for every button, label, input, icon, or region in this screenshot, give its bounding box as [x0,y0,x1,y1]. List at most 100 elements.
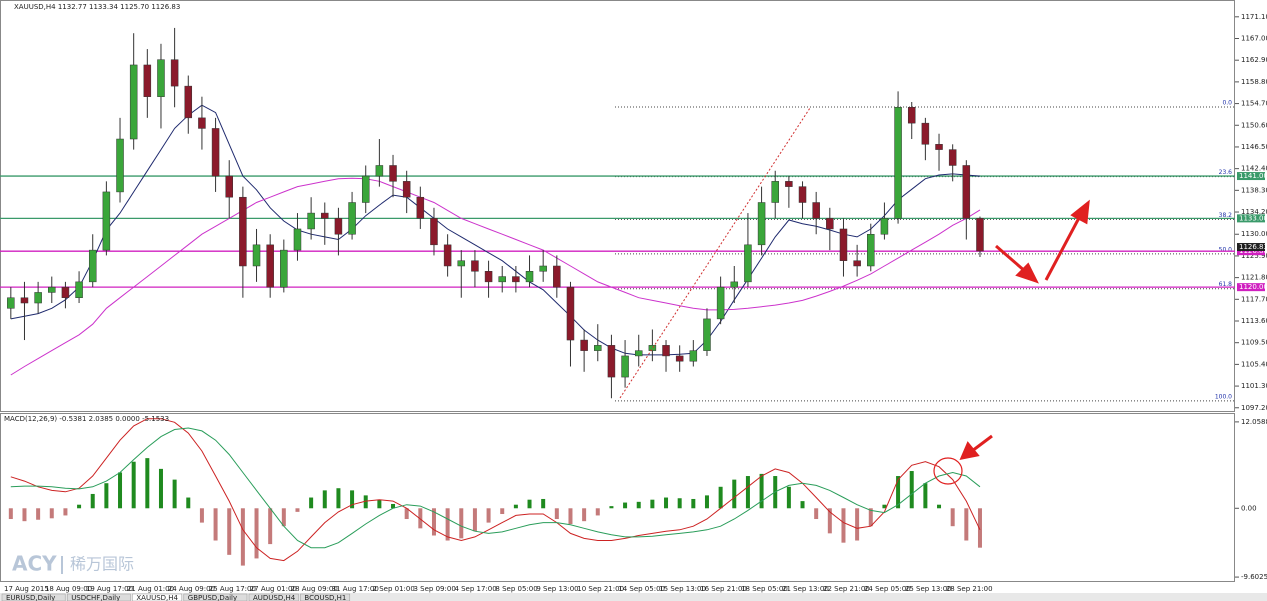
candle-body [580,339,588,351]
candle-body [307,212,315,230]
x-tick-label: 18 Sep 05:00 [741,585,788,593]
x-tick-label: 8 Sep 05:00 [495,585,537,593]
histogram-bar [882,504,887,509]
y-tick-label: 1162.90 [1241,56,1267,64]
x-tick-label: 24 Aug 09:00 [168,585,215,593]
candle-body [525,271,534,283]
level-box [1237,172,1265,181]
arrow-up [1044,215,1082,281]
x-tick-label: 18 Aug 09:00 [45,585,92,593]
candle-body [61,286,70,298]
histogram-bar [418,508,423,529]
candle-body [75,281,83,298]
candle-body [962,165,971,219]
tab-label[interactable]: AUDUSD,H4 [253,594,296,601]
level-label: 1141.00 [1239,172,1267,180]
candle-body [607,345,616,378]
tab[interactable] [183,593,248,601]
candle-body [594,345,602,351]
x-tick-label: 28 Sep 21:00 [946,585,993,593]
candle-body [34,292,42,304]
y-tick-label: 1097.20 [1241,404,1267,412]
candle-body [293,228,302,251]
candle-body [416,196,425,219]
x-tick-label: 24 Sep 05:00 [864,585,911,593]
candle-body [785,181,793,187]
y-tick-label: 1117.70 [1241,295,1267,303]
histogram-bar [691,498,696,509]
histogram-bar [336,488,341,509]
tab[interactable] [66,593,131,601]
y-tick-label: 1121.80 [1241,274,1267,282]
histogram-bar [745,476,750,509]
histogram-bar [90,493,95,509]
histogram-bar [431,508,436,536]
histogram-bar [391,503,396,509]
histogram-bar [732,479,737,509]
candle-body [826,218,834,230]
candle-body [867,233,875,267]
macd-title: MACD(12,26,9) -0.5381 2.0385 0.0000 -5.1… [4,415,169,423]
y-tick-label: 1113.60 [1241,317,1267,325]
y-tick-label: 12.0588 [1241,418,1267,426]
tab-label[interactable]: BCOUSD,H1 [304,594,346,601]
fib-label: 23.6 [1219,169,1233,176]
y-tick-label: 1130.00 [1241,230,1267,238]
x-tick-label: 9 Sep 13:00 [536,585,578,593]
plot-layer: 1171.10 1167.00 1162.90 1158.80 1154.70 1150.… [0,13,1267,593]
candle-body [894,107,902,219]
level-box [1237,214,1265,223]
tab-label[interactable]: EURUSD,Daily [6,594,55,601]
histogram-bar [486,508,491,523]
histogram-bar [309,497,314,509]
histogram-bar [254,508,259,559]
tab[interactable] [132,593,183,601]
highlight-circle [933,457,963,485]
histogram-bar [158,468,163,509]
tab[interactable] [300,593,351,601]
histogram-bar [22,508,27,522]
histogram-bar [841,508,846,543]
y-tick-label: 1167.00 [1241,35,1267,43]
candle-body [662,345,670,357]
arrows [959,199,1090,461]
price-panel [0,0,1235,412]
histogram-bar [213,508,218,541]
macd-panel [0,413,1235,582]
candle-body [266,244,274,288]
y-tick-label: 1105.40 [1241,360,1267,368]
arrowhead [959,441,980,461]
candle-body [730,281,739,288]
candle-body [675,355,684,362]
x-tick-label: 3 Sep 09:00 [414,585,456,593]
candle-body [7,297,15,309]
fib-label: 100.0 [1215,393,1232,400]
candle-body [361,175,370,203]
candle-body [430,218,438,246]
y-tick-label: 1171.10 [1241,13,1267,21]
histogram-bar [350,490,355,509]
histogram-bar [582,508,587,522]
histogram-bar [118,472,123,509]
x-tick-label: 19 Aug 17:00 [86,585,133,593]
tab-label[interactable]: GBPUSD,Daily [188,594,237,601]
tab[interactable] [248,593,299,601]
histogram-bar [377,499,382,509]
candle-body [812,202,820,219]
histogram-bar [937,504,942,509]
candle-body [976,218,984,252]
candle-body [935,144,943,150]
histogram-bar [49,508,54,519]
candle-body [948,149,957,166]
x-tick-label: 21 Aug 01:00 [127,585,174,593]
tab[interactable] [1,593,66,601]
candle-body [48,286,56,293]
candle-body [484,271,493,283]
tab-label[interactable]: XAUUSD,H4 [136,594,178,601]
x-tick-label: 27 Aug 01:00 [250,585,297,593]
fib-label: 61.8 [1219,281,1233,288]
candle-body [553,265,561,288]
tab-label[interactable]: USDCHF,Daily [71,594,120,601]
candle-body [566,286,575,341]
